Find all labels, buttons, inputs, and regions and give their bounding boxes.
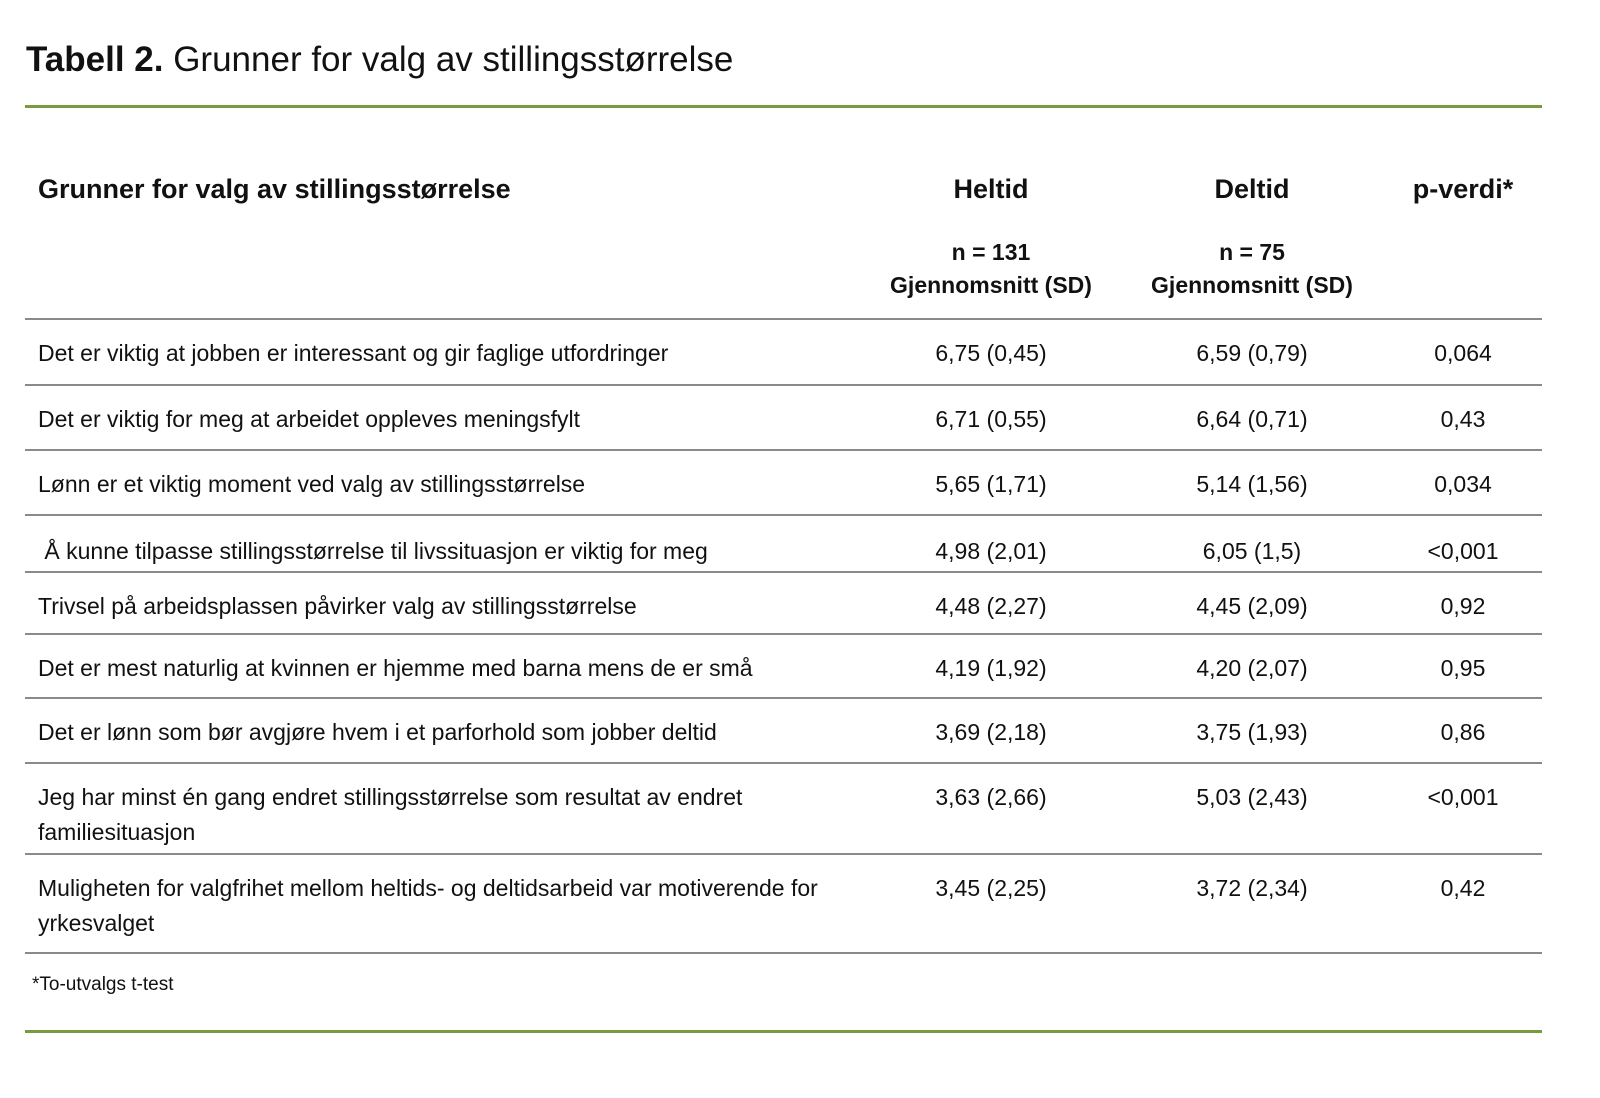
cell-deltid: 4,45 (2,09) xyxy=(1196,593,1308,619)
row-divider xyxy=(25,318,1542,320)
table-caption: Grunner for valg av stillingsstørrelse xyxy=(173,40,734,79)
header-heltid: Heltid xyxy=(953,174,1029,204)
row-divider xyxy=(25,571,1542,573)
header-deltid-sub: n = 75 Gjennomsnitt (SD) xyxy=(1112,236,1392,302)
cell-heltid: 5,65 (1,71) xyxy=(935,471,1047,497)
cell-heltid: 6,71 (0,55) xyxy=(935,406,1047,432)
cell-heltid: 4,98 (2,01) xyxy=(935,538,1047,564)
cell-heltid: 4,19 (1,92) xyxy=(935,655,1047,681)
cell-p: 0,95 xyxy=(1440,655,1486,681)
cell-heltid: 3,63 (2,66) xyxy=(935,784,1047,810)
row-divider xyxy=(25,449,1542,451)
cell-reason: Muligheten for valgfrihet mellom heltids… xyxy=(38,875,825,936)
cell-deltid: 3,75 (1,93) xyxy=(1196,719,1308,745)
row-divider xyxy=(25,697,1542,699)
cell-p: <0,001 xyxy=(1427,784,1499,810)
cell-p: 0,43 xyxy=(1440,406,1486,432)
heltid-n: n = 131 xyxy=(951,239,1031,265)
cell-reason: Det er mest naturlig at kvinnen er hjemm… xyxy=(38,655,753,681)
cell-p: 0,92 xyxy=(1440,593,1486,619)
cell-deltid: 6,64 (0,71) xyxy=(1196,406,1308,432)
row-divider xyxy=(25,633,1542,635)
footnote: *To-utvalgs t-test xyxy=(32,974,174,995)
cell-reason: Jeg har minst én gang endret stillingsst… xyxy=(38,784,749,845)
cell-reason: Det er viktig at jobben er interessant o… xyxy=(38,340,669,366)
cell-deltid: 5,14 (1,56) xyxy=(1196,471,1308,497)
cell-deltid: 6,59 (0,79) xyxy=(1196,340,1308,366)
header-p: p-verdi* xyxy=(1412,174,1514,204)
cell-reason: Det er viktig for meg at arbeidet opplev… xyxy=(38,406,581,432)
cell-p: 0,034 xyxy=(1434,471,1492,497)
row-divider xyxy=(25,762,1542,764)
end-rule xyxy=(25,1030,1542,1033)
cell-reason: Lønn er et viktig moment ved valg av sti… xyxy=(38,471,586,497)
row-divider xyxy=(25,384,1542,386)
cell-p: 0,86 xyxy=(1440,719,1486,745)
cell-heltid: 4,48 (2,27) xyxy=(935,593,1047,619)
header-deltid: Deltid xyxy=(1214,174,1290,204)
heltid-stat: Gjennomsnitt (SD) xyxy=(890,272,1092,298)
cell-p: 0,42 xyxy=(1440,875,1486,901)
cell-reason: Det er lønn som bør avgjøre hvem i et pa… xyxy=(38,719,717,745)
cell-heltid: 3,69 (2,18) xyxy=(935,719,1047,745)
header-reason: Grunner for valg av stillingsstørrelse xyxy=(38,174,511,204)
cell-reason: Trivsel på arbeidsplassen påvirker valg … xyxy=(38,593,637,619)
row-divider xyxy=(25,853,1542,855)
cell-reason: Å kunne tilpasse stillingsstørrelse til … xyxy=(38,538,708,564)
table-title: Tabell 2. Grunner for valg av stillingss… xyxy=(26,40,733,80)
top-rule xyxy=(25,105,1542,108)
row-divider xyxy=(25,514,1542,516)
deltid-n: n = 75 xyxy=(1219,239,1285,265)
table-number: Tabell 2. xyxy=(26,40,164,79)
cell-p: <0,001 xyxy=(1427,538,1499,564)
cell-heltid: 3,45 (2,25) xyxy=(935,875,1047,901)
bottom-rule xyxy=(25,952,1542,954)
cell-deltid: 3,72 (2,34) xyxy=(1196,875,1308,901)
cell-deltid: 5,03 (2,43) xyxy=(1196,784,1308,810)
cell-deltid: 4,20 (2,07) xyxy=(1196,655,1308,681)
cell-p: 0,064 xyxy=(1434,340,1492,366)
cell-heltid: 6,75 (0,45) xyxy=(935,340,1047,366)
deltid-stat: Gjennomsnitt (SD) xyxy=(1151,272,1353,298)
cell-deltid: 6,05 (1,5) xyxy=(1202,538,1302,564)
header-heltid-sub: n = 131 Gjennomsnitt (SD) xyxy=(851,236,1131,302)
